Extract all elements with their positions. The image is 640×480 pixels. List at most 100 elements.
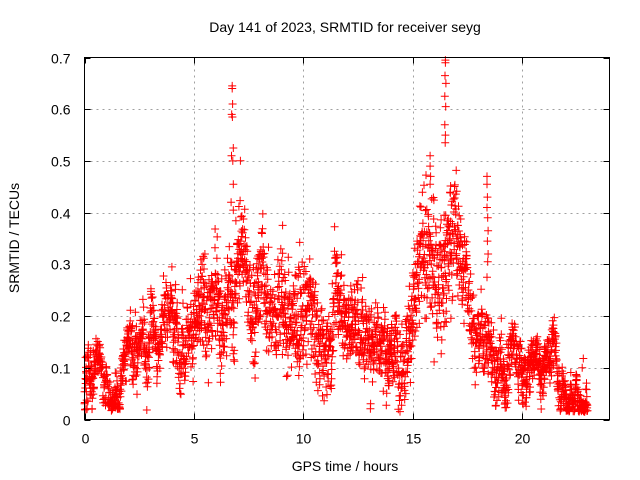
data-point: [429, 196, 438, 205]
data-point: [437, 273, 446, 282]
data-point: [231, 277, 240, 286]
data-point: [249, 359, 258, 368]
data-point: [385, 376, 394, 385]
data-point: [105, 378, 114, 386]
data-point: [133, 358, 142, 367]
data-point: [288, 333, 297, 342]
data-point: [574, 390, 583, 399]
data-point: [422, 171, 430, 180]
data-point: [379, 387, 388, 396]
data-point: [337, 271, 346, 280]
data-point: [218, 301, 227, 310]
data-point: [289, 301, 297, 310]
data-point: [441, 58, 450, 67]
data-point: [444, 286, 453, 295]
data-point: [442, 294, 451, 303]
data-point: [382, 389, 391, 398]
data-point: [200, 265, 208, 273]
data-point: [558, 363, 567, 372]
data-point: [526, 356, 535, 364]
data-point: [245, 298, 254, 307]
data-point: [125, 335, 134, 344]
data-point: [220, 265, 229, 274]
y-tick-labels: 0 0.1 0.2 0.3 0.4 0.5 0.6 0.7: [51, 51, 71, 429]
data-point: [254, 293, 263, 302]
data-point: [483, 193, 492, 202]
data-point: [327, 374, 336, 383]
data-point: [406, 378, 415, 387]
data-point: [483, 172, 491, 181]
data-point: [197, 324, 206, 333]
data-point: [323, 350, 332, 359]
data-point: [426, 162, 435, 171]
data-point: [504, 388, 513, 397]
data-point: [522, 382, 531, 390]
data-point: [441, 102, 450, 111]
data-point: [192, 330, 201, 339]
data-point: [366, 399, 375, 408]
data-point: [415, 202, 424, 211]
data-point: [292, 271, 301, 280]
data-point: [273, 255, 282, 264]
data-point: [396, 391, 405, 400]
data-point: [448, 292, 457, 301]
data-point: [470, 364, 479, 373]
data-point: [441, 317, 449, 326]
data-point: [373, 350, 381, 359]
data-point: [469, 291, 478, 300]
data-point: [509, 326, 518, 335]
data-point: [534, 339, 543, 348]
data-point: [441, 138, 450, 147]
data-point: [365, 317, 374, 325]
data-point: [281, 288, 290, 296]
data-point: [142, 373, 151, 382]
data-point: [447, 201, 456, 209]
data-point: [491, 387, 500, 396]
data-point: [493, 396, 501, 405]
data-point: [327, 384, 336, 393]
data-point: [352, 280, 361, 289]
data-point: [284, 268, 293, 277]
data-point: [105, 384, 114, 393]
data-point: [104, 382, 113, 391]
data-point: [227, 258, 236, 267]
data-point: [251, 374, 260, 382]
data-point: [179, 299, 187, 308]
data-point: [353, 285, 362, 294]
data-point: [439, 322, 448, 331]
data-point: [295, 238, 304, 247]
data-point: [358, 295, 367, 304]
data-point: [255, 312, 264, 321]
data-point: [449, 195, 458, 204]
data-point: [454, 227, 463, 235]
data-point: [275, 282, 284, 291]
data-point: [526, 387, 535, 396]
data-point: [129, 380, 138, 389]
data-point: [411, 294, 419, 303]
data-point: [444, 281, 453, 290]
data-point: [284, 351, 292, 360]
data-point: [258, 258, 267, 266]
data-point: [314, 359, 323, 368]
data-point: [121, 352, 130, 361]
data-point: [427, 194, 436, 203]
data-point: [206, 321, 215, 330]
data-point: [156, 332, 165, 341]
data-point: [537, 405, 546, 413]
data-point: [278, 221, 287, 230]
data-point: [311, 370, 320, 378]
data-point: [227, 151, 236, 160]
x-tick-label: 15: [406, 431, 422, 447]
data-point: [132, 322, 141, 331]
data-point: [243, 286, 252, 295]
data-point: [195, 289, 204, 297]
data-point: [156, 350, 164, 359]
data-point: [336, 286, 345, 294]
data-point: [278, 249, 287, 258]
x-tick-label: 0: [82, 431, 90, 447]
data-point: [263, 275, 272, 284]
data-point: [423, 273, 432, 282]
data-point: [552, 354, 561, 363]
data-point: [248, 336, 256, 345]
data-point: [264, 347, 273, 356]
